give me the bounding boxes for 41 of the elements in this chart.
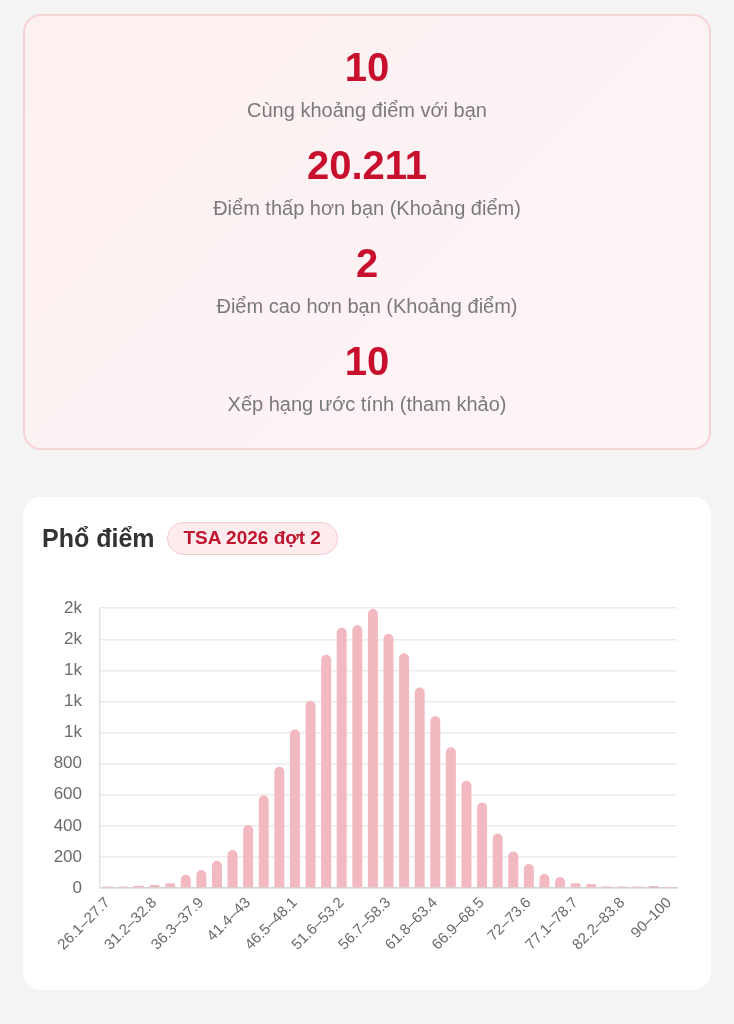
text: Điểm thấp hơn bạn (Khoảng điểm) bbox=[213, 196, 521, 221]
bar bbox=[430, 716, 441, 888]
text: Cùng khoảng điểm với bạn bbox=[247, 98, 487, 123]
bar bbox=[352, 625, 363, 888]
bar bbox=[274, 766, 285, 888]
y-tick-label: 1k bbox=[64, 660, 83, 680]
text: 10 bbox=[344, 338, 390, 384]
bar bbox=[243, 825, 254, 888]
y-tick-label: 400 bbox=[53, 815, 82, 835]
bar bbox=[227, 849, 238, 888]
y-tick-label: 0 bbox=[72, 877, 82, 897]
bar bbox=[399, 653, 410, 888]
text: Xếp hạng ước tính (tham khảo) bbox=[227, 392, 507, 417]
text: 10 bbox=[344, 44, 390, 90]
bar bbox=[211, 860, 222, 888]
text: 2 bbox=[355, 240, 379, 286]
text: Điểm cao hơn bạn (Khoảng điểm) bbox=[216, 294, 518, 319]
y-tick-label: 2k bbox=[64, 628, 83, 648]
bar bbox=[289, 729, 300, 888]
bar bbox=[258, 795, 269, 888]
y-tick-label: 1k bbox=[64, 691, 83, 711]
bar bbox=[383, 633, 394, 888]
bar bbox=[336, 627, 347, 888]
bar bbox=[414, 687, 425, 888]
bar bbox=[492, 833, 503, 888]
y-tick-label: 2k bbox=[64, 597, 83, 617]
bar bbox=[445, 747, 456, 888]
chart-title: Phổ điểm bbox=[42, 523, 155, 553]
chart-subtitle: TSA 2026 đợt 2 bbox=[166, 522, 338, 555]
y-tick-label: 1k bbox=[64, 722, 83, 742]
bar bbox=[321, 654, 332, 888]
bar bbox=[508, 851, 519, 888]
y-tick-label: 600 bbox=[53, 784, 82, 804]
y-tick-label: 800 bbox=[53, 753, 82, 773]
bar bbox=[523, 863, 534, 888]
text: 20.211 bbox=[306, 142, 428, 188]
y-tick-label: 200 bbox=[53, 846, 82, 866]
bar bbox=[367, 608, 378, 888]
bar bbox=[305, 700, 316, 888]
bar bbox=[461, 780, 472, 888]
bar bbox=[477, 802, 488, 888]
